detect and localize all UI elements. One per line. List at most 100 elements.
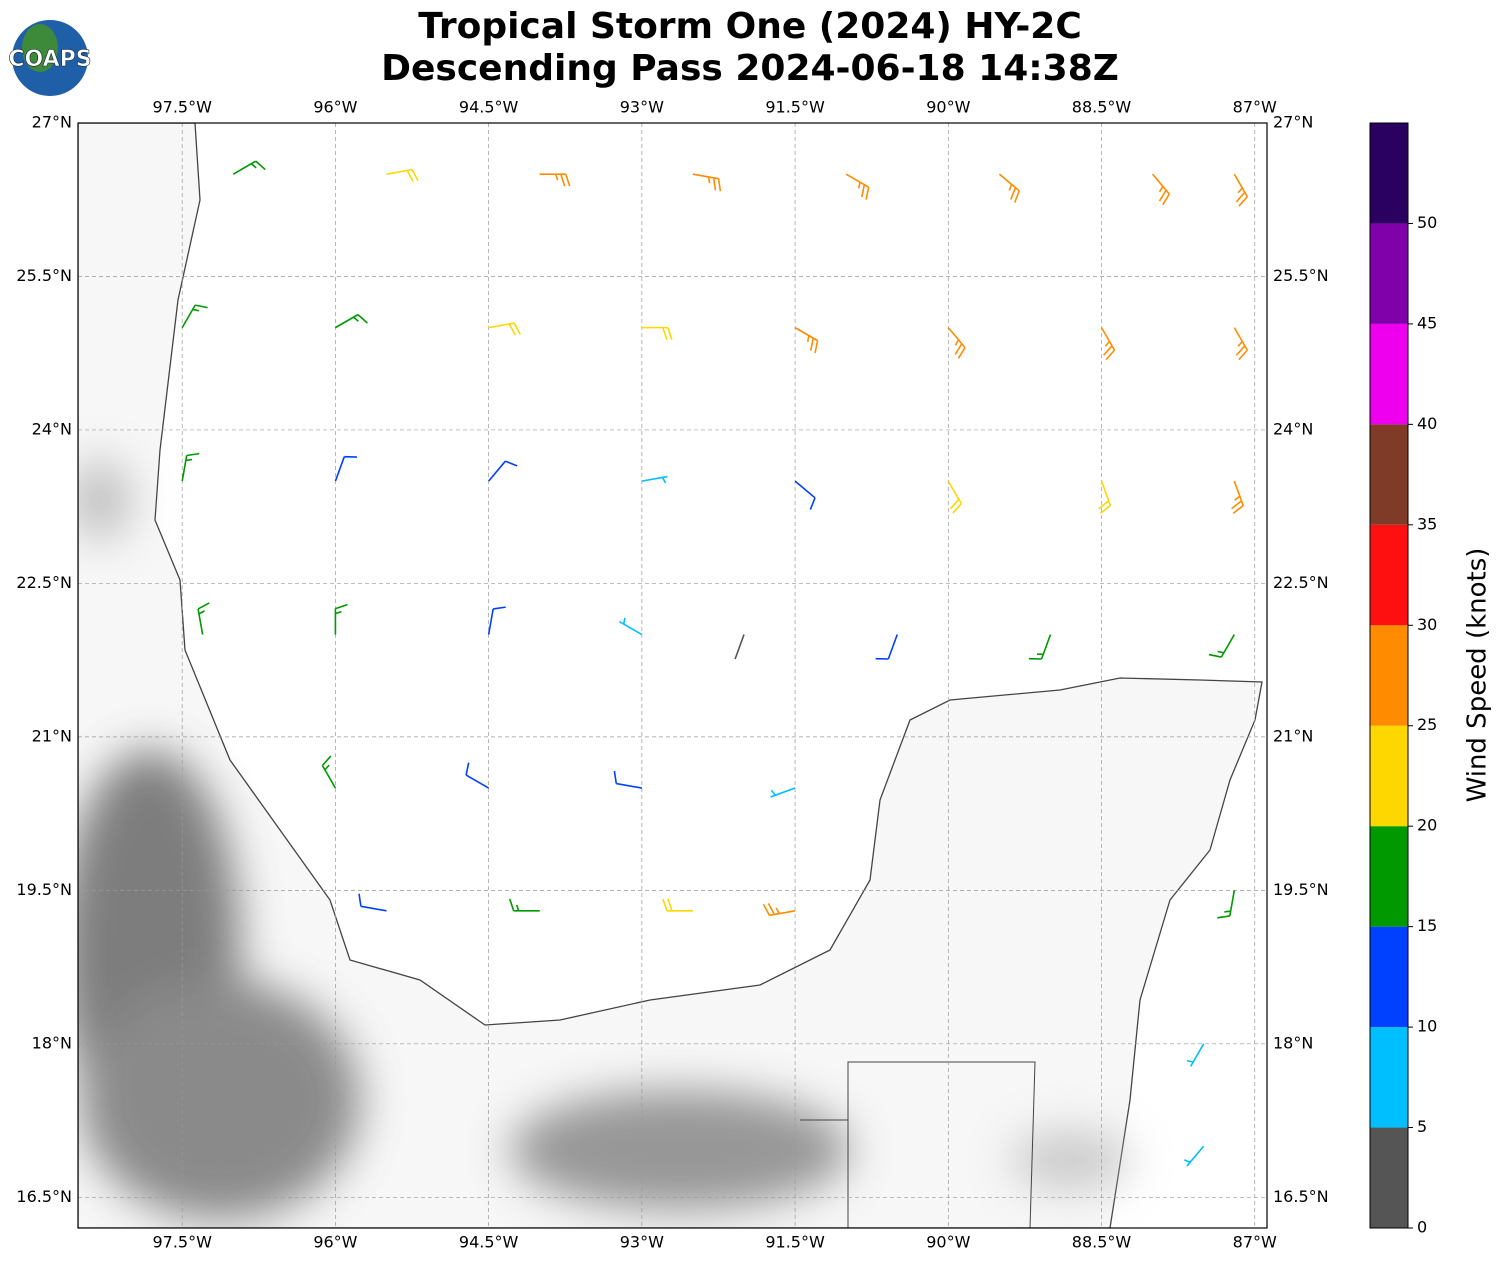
wind-barb <box>465 762 490 789</box>
axis-ticks: 97.5°W 97.5°W 96°W 96°W 94.5°W 94.5°W 93°W 93°W… <box>16 98 1328 1252</box>
y-tick-label: 16.5°N <box>1273 1187 1329 1206</box>
colorbar: 0 5 10 15 20 25 30 35 40 45 50 <box>1369 122 1437 1237</box>
y-tick-label: 27°N <box>32 113 72 132</box>
wind-barb <box>875 634 898 660</box>
colorbar-tick-label: 25 <box>1417 715 1437 734</box>
wind-barb <box>386 168 419 183</box>
wind-barb <box>232 160 266 175</box>
wind-barb <box>1233 327 1249 361</box>
x-tick-label: 97.5°W <box>152 1233 212 1252</box>
y-tick-label: 19.5°N <box>1273 880 1329 899</box>
wind-barb <box>1208 634 1236 658</box>
wind-barb <box>734 634 745 660</box>
wind-barb <box>1183 1145 1205 1167</box>
wind-barb <box>488 460 518 482</box>
wind-barb <box>641 475 668 484</box>
wind-barb <box>947 327 966 359</box>
terrain <box>78 460 1130 1220</box>
grid <box>78 123 1267 1228</box>
logo: COAPS <box>8 20 92 96</box>
wind-barb <box>1028 634 1052 660</box>
colorbar-tick-label: 10 <box>1417 1017 1437 1036</box>
x-tick-label: 90°W <box>926 1233 970 1252</box>
wind-barb <box>488 322 521 336</box>
wind-barb <box>335 313 368 329</box>
colorbar-bin <box>1370 826 1408 927</box>
y-tick-label: 21°N <box>32 726 72 745</box>
x-tick-label: 96°W <box>313 98 357 117</box>
wind-barb <box>692 173 722 192</box>
basemap <box>78 123 1267 1228</box>
wind-barb <box>613 770 642 789</box>
colorbar-bin <box>1370 1127 1408 1228</box>
land <box>78 123 1263 1228</box>
wind-barb <box>1233 173 1249 207</box>
colorbar-tick-label: 5 <box>1417 1117 1427 1136</box>
x-tick-label: 90°W <box>926 98 970 117</box>
x-tick-label: 94.5°W <box>459 1233 519 1252</box>
colorbar-label: Wind Speed (knots) <box>1463 548 1493 803</box>
colorbar-tick-label: 15 <box>1417 916 1437 935</box>
caribbean <box>1190 760 1267 1228</box>
colorbar-tick-label: 0 <box>1417 1218 1427 1237</box>
wind-barb <box>947 480 962 514</box>
wind-barb <box>358 893 387 912</box>
y-tick-label: 16.5°N <box>16 1187 72 1206</box>
y-tick-label: 22.5°N <box>16 573 72 592</box>
wind-barb <box>334 455 357 482</box>
y-tick-label: 25.5°N <box>1273 266 1329 285</box>
x-tick-label: 93°W <box>620 1233 664 1252</box>
wind-barbs <box>181 160 1249 1167</box>
map-frame <box>77 122 1268 1229</box>
wind-barb <box>1217 890 1236 919</box>
wind-barb <box>181 452 200 482</box>
colorbar-bin <box>1370 625 1408 726</box>
x-tick-label: 91.5°W <box>765 1233 825 1252</box>
wind-barb <box>1098 480 1112 515</box>
wind-barb <box>618 617 643 636</box>
wind-barb <box>508 898 540 912</box>
colorbar-tick-label: 35 <box>1417 514 1437 533</box>
logo-land <box>22 24 58 72</box>
wind-barb <box>334 603 348 635</box>
x-tick-label: 94.5°W <box>459 98 519 117</box>
y-tick-label: 18°N <box>1273 1033 1313 1052</box>
wind-barb <box>1100 327 1116 361</box>
y-tick-label: 27°N <box>1273 113 1313 132</box>
wind-barb <box>1231 480 1244 515</box>
wind-barb <box>321 755 337 789</box>
title-line: Tropical Storm One (2024) HY-2C <box>418 6 1082 47</box>
colorbar-tick-label: 20 <box>1417 816 1437 835</box>
title-line: Descending Pass 2024-06-18 14:38Z <box>381 48 1119 89</box>
colorbar-bin <box>1370 223 1408 324</box>
wind-barb <box>770 787 796 798</box>
x-tick-label: 88.5°W <box>1072 1233 1132 1252</box>
y-tick-label: 24°N <box>1273 419 1313 438</box>
wind-barb <box>641 326 673 340</box>
y-tick-label: 25.5°N <box>16 266 72 285</box>
colorbar-tick-label: 45 <box>1417 313 1437 332</box>
wind-barb <box>487 606 506 635</box>
x-tick-label: 88.5°W <box>1072 98 1132 117</box>
x-tick-label: 96°W <box>313 1233 357 1252</box>
wind-barb <box>662 898 693 912</box>
wind-barb <box>794 480 816 510</box>
x-tick-label: 93°W <box>620 98 664 117</box>
wind-barb <box>762 902 796 917</box>
x-tick-label: 87°W <box>1233 98 1277 117</box>
colorbar-bin <box>1370 926 1408 1028</box>
colorbar-bin <box>1370 1027 1408 1128</box>
y-tick-label: 21°N <box>1273 726 1313 745</box>
wind-barb <box>845 173 870 200</box>
y-tick-label: 22.5°N <box>1273 573 1329 592</box>
wind-barb <box>1186 1043 1205 1067</box>
colorbar-tick-label: 40 <box>1417 414 1437 433</box>
x-tick-label: 87°W <box>1233 1233 1277 1252</box>
wind-barb <box>181 304 208 329</box>
colorbar-bin <box>1370 123 1408 224</box>
wind-barb <box>998 173 1021 203</box>
x-tick-label: 97.5°W <box>152 98 212 117</box>
wind-barb <box>794 326 819 354</box>
colorbar-bin <box>1370 524 1408 626</box>
colorbar-bin <box>1370 725 1408 827</box>
